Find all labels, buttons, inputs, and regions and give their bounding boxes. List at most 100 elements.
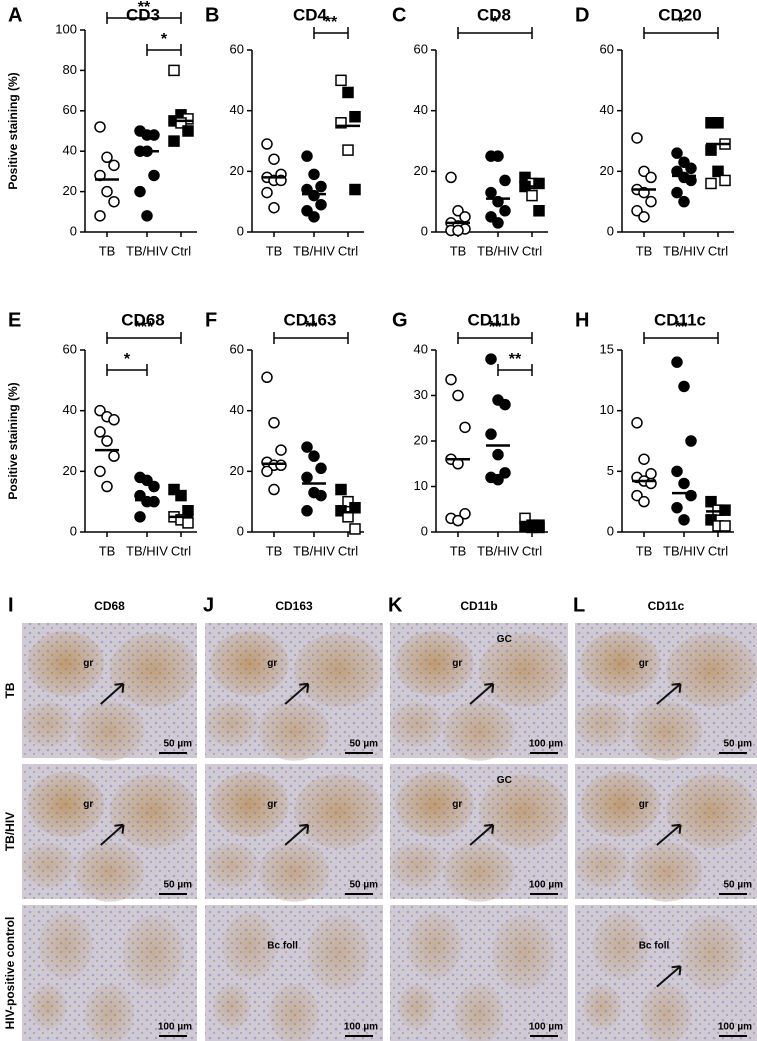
chart-title: CD8: [477, 5, 511, 24]
data-point: [268, 153, 280, 165]
cell-texture: [390, 623, 568, 758]
data-point: [631, 132, 643, 144]
y-tick-label: 0: [607, 223, 614, 238]
panel-letter: H: [575, 309, 589, 331]
data-point: [445, 171, 457, 184]
arrow: [100, 823, 125, 846]
significance-bracket: [106, 12, 182, 24]
data-point: [533, 521, 545, 534]
y-tick-label: 60: [414, 41, 428, 56]
significance-label: *: [124, 351, 131, 368]
data-point: [94, 210, 106, 222]
y-tick-label: 0: [607, 523, 614, 538]
y-tick-label: 40: [414, 102, 428, 117]
micrograph-label: gr: [267, 658, 277, 669]
data-point: [308, 450, 320, 462]
y-tick-label: 60: [63, 341, 77, 356]
significance-label: **: [325, 14, 338, 31]
data-point: [712, 117, 724, 129]
data-point: [705, 144, 717, 156]
scale-label: 100 µm: [529, 880, 563, 891]
y-tick-label: 0: [70, 223, 77, 238]
cell-texture: [205, 764, 383, 899]
significance-bracket: [643, 332, 719, 344]
arrow: [656, 682, 682, 705]
y-tick-label: 40: [230, 102, 244, 117]
micrograph-label: gr: [267, 799, 277, 810]
data-point: [492, 473, 504, 486]
significance-bracket: [106, 332, 182, 344]
data-point: [671, 465, 683, 478]
data-point: [452, 514, 464, 527]
data-point: [141, 210, 153, 222]
data-point: [108, 159, 120, 172]
y-tick-label: 20: [414, 163, 428, 178]
y-tick-label: 0: [237, 223, 244, 238]
x-tick-label: TB/HIV: [126, 243, 168, 258]
significance-label: ***: [135, 319, 154, 336]
arrow: [656, 965, 682, 988]
data-point: [342, 86, 354, 99]
significance-bracket: [273, 332, 349, 344]
data-point: [459, 508, 471, 520]
y-tick-label: 40: [414, 341, 428, 356]
data-point: [335, 117, 347, 129]
x-tick-label: TB: [99, 243, 116, 258]
data-point: [349, 183, 361, 196]
data-point: [315, 489, 327, 502]
micrograph-label: Bc foll: [639, 940, 670, 951]
x-tick-label: TB/HIV: [293, 243, 335, 258]
data-point: [335, 74, 347, 87]
data-point: [533, 177, 545, 190]
panel-letter: F: [205, 309, 217, 331]
significance-label: **: [138, 0, 151, 16]
data-point: [526, 189, 538, 202]
significance-bracket: [106, 364, 148, 376]
scale-label: 100 µm: [344, 1022, 378, 1033]
y-tick-label: 20: [230, 163, 244, 178]
panel-letter: I: [8, 594, 14, 616]
data-point: [94, 426, 106, 438]
x-tick-label: Ctrl: [708, 243, 728, 258]
y-tick-label: 20: [414, 432, 428, 447]
data-point: [342, 144, 354, 156]
cell-texture: [22, 764, 197, 899]
panel-letter: C: [392, 4, 406, 26]
panel-letter: B: [205, 4, 219, 26]
panel-letter: E: [8, 309, 21, 331]
micrograph-label: gr: [83, 658, 93, 669]
data-point: [631, 417, 643, 429]
data-point: [645, 171, 657, 184]
significance-label: **: [489, 319, 502, 336]
x-tick-label: TB: [636, 243, 653, 258]
chart-title: CD163: [284, 310, 337, 329]
data-point: [485, 353, 497, 365]
data-point: [638, 453, 650, 465]
data-point: [499, 467, 511, 479]
y-tick-label: 5: [607, 463, 614, 478]
cell-texture: [205, 905, 383, 1041]
data-point: [108, 450, 120, 462]
y-tick-label: 30: [414, 387, 428, 402]
data-point: [485, 428, 497, 440]
data-point: [275, 459, 287, 472]
data-point: [101, 185, 113, 198]
panel-letter: D: [575, 4, 589, 26]
significance-bracket: [497, 364, 533, 376]
data-point: [349, 110, 361, 123]
data-point: [275, 444, 287, 456]
chart-title: CD4: [293, 5, 328, 24]
y-tick-label: 60: [600, 41, 614, 56]
cell-texture: [575, 623, 757, 758]
data-point: [452, 224, 464, 237]
data-point: [301, 505, 313, 517]
data-point: [268, 483, 280, 496]
micrograph-label: Bc foll: [267, 940, 298, 951]
micrograph-label: gr: [83, 799, 93, 810]
micrograph-label: GC: [497, 634, 512, 645]
cell-texture: [22, 905, 197, 1041]
significance-bracket: [313, 27, 349, 39]
y-tick-label: 40: [600, 102, 614, 117]
y-tick-label: 40: [63, 143, 77, 158]
y-tick-label: 15: [600, 341, 614, 356]
